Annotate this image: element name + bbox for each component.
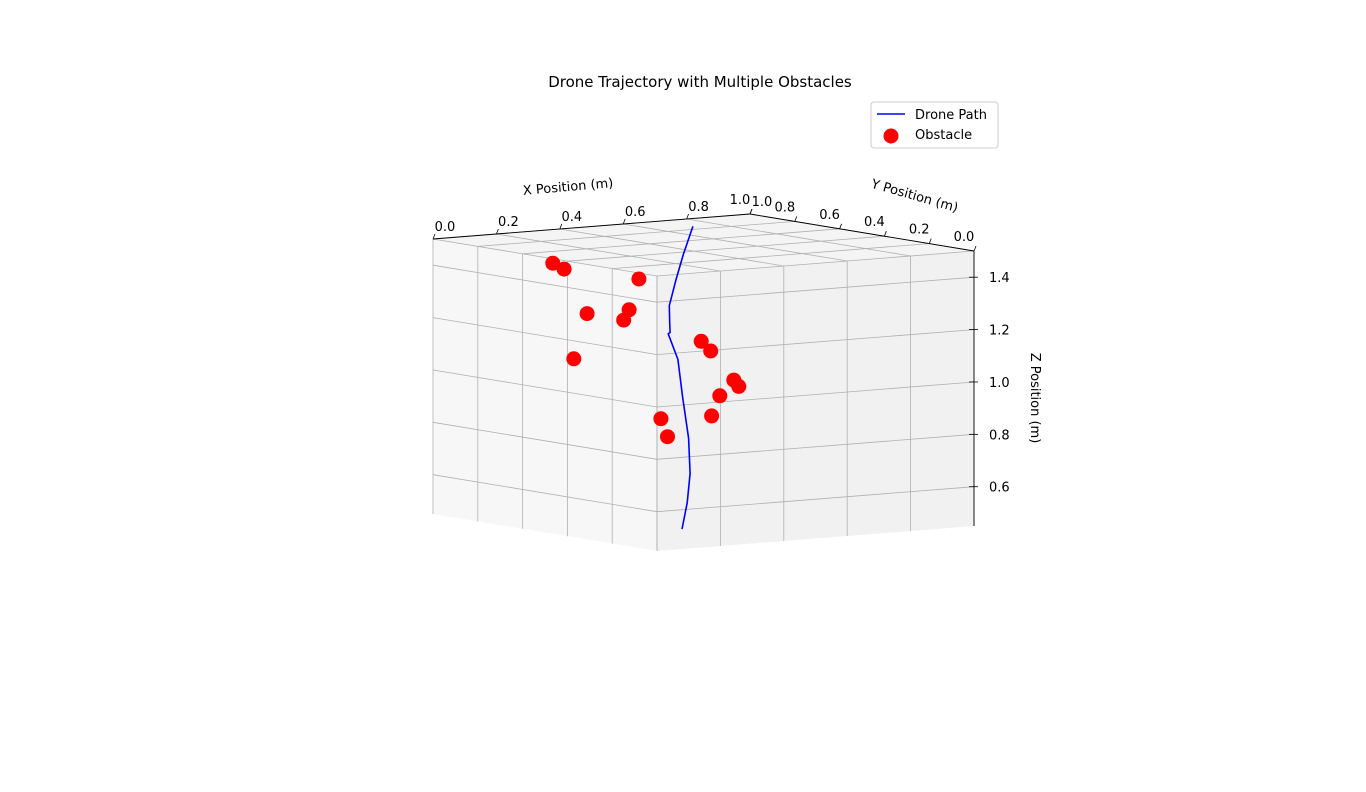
obstacle-point (703, 343, 719, 359)
x-tick-label: 0.4 (864, 215, 885, 230)
y-axis-label: Y Position (m) (868, 177, 959, 216)
x-tick-mark (928, 238, 932, 244)
pane-yz (657, 251, 974, 551)
y-tick-mark (432, 233, 436, 240)
series-line-drone-path (667, 226, 694, 530)
x-tick-label: 0.0 (954, 230, 975, 245)
x-tick-label: 0.2 (909, 223, 930, 238)
grid-line-x (477, 221, 795, 247)
obstacle-point (556, 261, 572, 277)
obstacle-point (660, 429, 675, 445)
x-axis-label: X Position (m) (522, 176, 614, 199)
obstacle-point (693, 333, 709, 349)
grid-line-x (522, 228, 840, 255)
obstacle-point (566, 351, 582, 367)
grid-line-x (612, 243, 930, 269)
x-tick-label: 0.8 (774, 200, 795, 215)
grid-line-x (567, 235, 885, 262)
axes-panes (433, 214, 974, 551)
y-tick-mark (749, 208, 753, 215)
z-tick-label: 0.6 (989, 481, 1010, 496)
x-axis-line (749, 213, 975, 252)
z-tick-label: 1.2 (989, 324, 1010, 339)
obstacle-point (631, 271, 647, 287)
legend-label-path: Drone Path (915, 108, 987, 123)
y-tick-mark (559, 223, 563, 230)
x-tick-label: 0.6 (819, 208, 840, 223)
plot-series (545, 226, 747, 530)
axes-lines (432, 213, 975, 526)
y-tick-label: 1.0 (752, 195, 773, 210)
obstacle-point (731, 378, 747, 394)
legend-marker-swatch (883, 128, 899, 144)
y-tick-label: 0.8 (688, 200, 709, 215)
chart-title: Drone Trajectory with Multiple Obstacles (548, 73, 852, 91)
obstacle-point (545, 255, 561, 271)
z-axis-label: Z Position (m) (1027, 353, 1042, 444)
pane-xz (433, 239, 657, 551)
pane-xy (433, 214, 974, 276)
y-tick-label: 0.2 (498, 215, 519, 230)
y-axis-line (432, 213, 751, 240)
obstacle-point (616, 312, 632, 328)
grid-line-y (559, 228, 784, 267)
z-tick-label: 1.4 (989, 271, 1010, 286)
x-tick-mark (884, 231, 887, 237)
z-tick-label: 1.0 (989, 376, 1010, 391)
grid-line-z (432, 421, 975, 460)
y-tick-label: 0.6 (625, 205, 646, 220)
grid-line-y (432, 238, 658, 277)
grid-line-z (432, 317, 975, 356)
y-tick-mark (622, 218, 626, 225)
y-tick-label: 0.0 (435, 220, 456, 235)
grid-line-y (623, 223, 848, 262)
grid-line-z (432, 264, 975, 303)
grid-line-x (656, 250, 975, 277)
obstacle-point (704, 408, 720, 424)
x-tick-mark (839, 223, 842, 229)
grid-line-z (432, 369, 975, 408)
legend-label-obstacle: Obstacle (915, 128, 972, 143)
obstacle-point (653, 411, 669, 427)
grid-line-y (686, 218, 911, 257)
grid-line-z (432, 474, 975, 513)
x-tick-label: 1.0 (730, 193, 751, 208)
obstacle-point (712, 388, 728, 404)
y-tick-mark (496, 228, 499, 235)
y-tick-mark (686, 213, 689, 220)
legend: Drone Path Obstacle (870, 101, 999, 149)
x-tick-mark (973, 245, 977, 252)
axes-ticks: 0.00.20.40.60.81.00.0 0.2 0.4 0.6 0.8 1.00.60… (432, 193, 1010, 496)
z-tick-label: 0.8 (989, 428, 1010, 443)
x-tick-mark (794, 216, 798, 222)
grid-line-y (496, 233, 721, 272)
y-tick-label: 0.4 (561, 210, 582, 225)
obstacle-point (579, 306, 595, 322)
